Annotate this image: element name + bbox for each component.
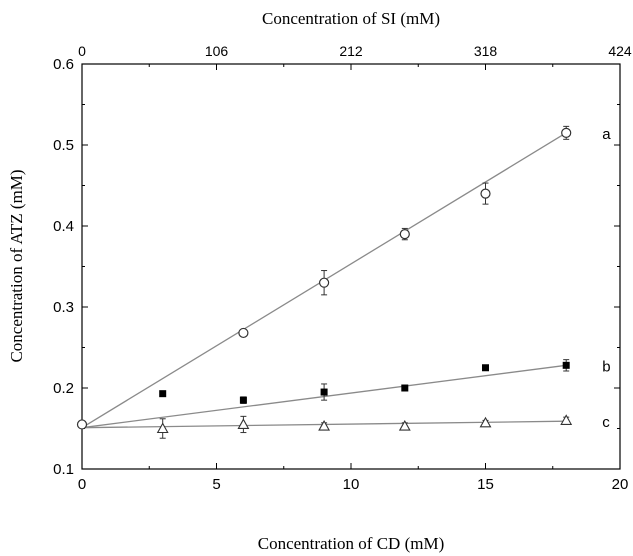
x-tick-label: 10: [343, 476, 360, 493]
point-c: [237, 418, 250, 430]
y-tick-label: 0.3: [53, 299, 74, 316]
x-tick-label: 5: [212, 476, 220, 493]
x-tick-label: 20: [612, 476, 629, 493]
y-tick-label: 0.1: [53, 461, 74, 478]
x2-tick-label: 318: [474, 43, 498, 59]
x2-tick-label: 0: [78, 43, 86, 59]
x2-tick-label: 106: [205, 43, 229, 59]
point-a: [238, 327, 249, 339]
point-a: [76, 419, 88, 430]
series-label-a: a: [602, 126, 611, 143]
x2-tick-label: 424: [608, 43, 632, 59]
x2-tick-label: 212: [339, 43, 363, 59]
point-c: [398, 419, 411, 431]
plot-frame: [81, 63, 621, 470]
point-c: [156, 422, 169, 434]
point-a: [561, 127, 572, 138]
point-a: [399, 229, 410, 240]
y-tick-label: 0.5: [53, 137, 74, 154]
x-tick-label: 15: [477, 476, 494, 493]
point-a: [480, 188, 491, 199]
x-axis-title: Concentration of CD (mM): [258, 534, 445, 553]
point-b: [482, 364, 489, 372]
point-c: [560, 414, 573, 425]
series-label-c: c: [602, 414, 610, 431]
x-tick-label: 0: [78, 476, 86, 493]
series-label-b: b: [602, 358, 610, 375]
point-b: [401, 384, 409, 392]
point-b: [159, 390, 167, 398]
y-tick-label: 0.2: [53, 380, 74, 397]
point-b: [320, 388, 328, 396]
y-tick-label: 0.4: [53, 218, 74, 235]
point-b: [239, 396, 247, 404]
point-a: [319, 277, 330, 288]
point-c: [479, 416, 492, 428]
x2-axis-title: Concentration of SI (mM): [262, 9, 440, 28]
point-b: [562, 361, 570, 369]
point-c: [318, 419, 331, 431]
y-tick-label: 0.6: [53, 56, 74, 73]
y-axis-title: Concentration of ATZ (mM): [7, 169, 26, 362]
